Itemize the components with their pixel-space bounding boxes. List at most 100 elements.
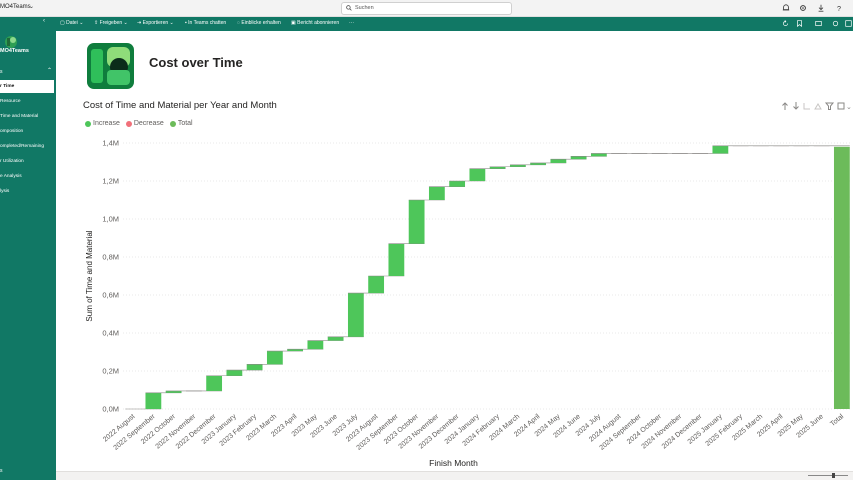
export-label: Exportieren xyxy=(142,20,169,26)
y-tick-label: 0,8M xyxy=(102,253,119,262)
refresh-icon[interactable] xyxy=(832,20,839,27)
expand-next-level-icon[interactable] xyxy=(803,103,810,110)
y-tick-label: 0,0M xyxy=(102,405,119,414)
waterfall-bar xyxy=(489,166,506,169)
waterfall-bar xyxy=(368,276,385,294)
waterfall-bar xyxy=(287,349,304,352)
file-menu[interactable]: ▢ Datei ⌄ xyxy=(60,20,84,26)
pages-section-label: s xyxy=(0,69,3,75)
waterfall-bar xyxy=(408,200,425,244)
subscribe-label: Bericht abonnieren xyxy=(297,20,340,26)
title-bar: MO4Teams ⌄ Suchen ? xyxy=(0,0,853,17)
legend-dot-total xyxy=(169,120,176,127)
y-tick-label: 0,4M xyxy=(102,329,119,338)
waterfall-bar xyxy=(590,153,607,157)
waterfall-bar xyxy=(449,181,466,187)
share-menu[interactable]: ⇪ Freigeben ⌄ xyxy=(94,20,128,26)
nav-item-resource[interactable]: Resource xyxy=(0,99,21,104)
status-bar xyxy=(56,471,853,480)
share-label: Freigeben xyxy=(99,20,123,26)
legend-dot-increase xyxy=(85,120,91,127)
legend-item-total[interactable]: Total xyxy=(169,120,193,127)
waterfall-bar xyxy=(570,156,587,160)
legend-label-increase: Increase xyxy=(93,120,120,127)
chart-legend: Increase Decrease Total xyxy=(85,120,193,127)
view-icon[interactable] xyxy=(815,20,822,27)
waterfall-bar xyxy=(347,293,364,337)
file-label: Datei xyxy=(66,20,78,26)
workspace-logo-icon xyxy=(5,36,17,48)
svg-text:⌄: ⌄ xyxy=(846,104,852,111)
visual-header-icons: ⌄ xyxy=(782,102,852,111)
report-logo xyxy=(87,43,134,89)
workspace-name: MO4Teams xyxy=(0,48,29,54)
report-canvas: Cost over Time Cost of Time and Material… xyxy=(56,31,853,471)
legend-label-decrease: Decrease xyxy=(133,120,164,127)
search-icon xyxy=(346,5,352,11)
more-options-icon[interactable]: ⌄ xyxy=(846,104,852,111)
insights-button[interactable]: ◌ Einblicke erhalten xyxy=(237,20,281,26)
y-tick-label: 1,2M xyxy=(102,177,119,186)
teams-chat-button[interactable]: ▪ In Teams chatten xyxy=(185,20,227,26)
zoom-slider-handle[interactable] xyxy=(832,473,835,478)
chevron-down-icon[interactable]: ⌄ xyxy=(29,4,35,10)
nav-item-utilization[interactable]: r Utilization xyxy=(0,159,24,164)
waterfall-bar xyxy=(226,370,243,376)
legend-item-increase[interactable]: Increase xyxy=(85,120,120,127)
y-tick-label: 1,4M xyxy=(102,139,119,148)
nav-item-cost-over-time[interactable]: r Time xyxy=(0,80,54,93)
waterfall-bar xyxy=(509,164,526,167)
reset-icon[interactable] xyxy=(782,20,789,27)
sidebar-bottom-label: s xyxy=(0,468,3,474)
filter-icon[interactable] xyxy=(824,102,835,110)
subscribe-button[interactable]: ▣ Bericht abonnieren xyxy=(291,20,340,26)
go-to-next-level-icon[interactable] xyxy=(814,103,822,110)
export-menu[interactable]: ⇥ Exportieren ⌄ xyxy=(137,20,174,26)
bookmark-icon[interactable] xyxy=(796,20,803,27)
insights-label: Einblicke erhalten xyxy=(241,20,281,26)
drill-down-icon[interactable] xyxy=(793,102,799,110)
x-tick-label: Total xyxy=(829,413,845,428)
nav-item-analysis[interactable]: e Analysis xyxy=(0,174,22,179)
waterfall-bar xyxy=(388,243,405,276)
waterfall-bar xyxy=(327,336,344,341)
app-name[interactable]: MO4Teams xyxy=(0,4,31,10)
waterfall-bar xyxy=(712,145,729,154)
waterfall-bar xyxy=(145,392,162,409)
collapse-sidebar-icon[interactable]: ‹ xyxy=(43,18,45,24)
bell-icon[interactable] xyxy=(782,4,790,12)
report-pages-sidebar: ‹ MO4Teams s ⌃ r Time Resource Time and … xyxy=(0,18,56,480)
waterfall-bar xyxy=(469,168,486,181)
focus-mode-icon[interactable] xyxy=(837,102,845,110)
nav-item-lysis[interactable]: lysis xyxy=(0,189,10,194)
search-placeholder: Suchen xyxy=(355,5,374,11)
nav-item-time-and-material[interactable]: Time and Material xyxy=(0,114,39,119)
zoom-slider[interactable] xyxy=(808,475,848,476)
more-icon[interactable] xyxy=(845,20,852,27)
visual-title: Cost of Time and Material per Year and M… xyxy=(83,100,277,111)
more-options-button[interactable]: ··· xyxy=(349,20,354,26)
search-input[interactable]: Suchen xyxy=(341,2,512,15)
help-icon[interactable]: ? xyxy=(835,4,843,12)
chevron-up-icon[interactable]: ⌃ xyxy=(47,68,53,74)
y-axis-title: Sum of Time and Material xyxy=(85,230,94,321)
waterfall-bar xyxy=(246,364,263,371)
waterfall-chart: 0,0M 0,2M 0,4M 0,6M 0,8M 1,0M 1,2M 1,4M Sum of T… xyxy=(85,139,852,468)
waterfall-bar xyxy=(307,340,324,350)
waterfall-bar xyxy=(550,159,567,163)
download-icon[interactable] xyxy=(817,4,825,12)
legend-dot-decrease xyxy=(125,120,132,127)
waterfall-bar xyxy=(165,390,182,393)
gear-icon[interactable] xyxy=(799,4,807,12)
command-bar: ▢ Datei ⌄ ⇪ Freigeben ⌄ ⇥ Exportieren ⌄ … xyxy=(0,17,853,31)
total-bar xyxy=(833,146,850,410)
nav-item-composition[interactable]: omposition xyxy=(0,129,24,134)
waterfall-bar xyxy=(266,351,283,365)
waterfall-bar xyxy=(206,375,223,391)
drill-up-icon[interactable] xyxy=(782,102,788,110)
nav-item-completed-remaining[interactable]: ompleted/Remaining xyxy=(0,144,44,149)
y-tick-label: 0,2M xyxy=(102,367,119,376)
x-axis-title: Finish Month xyxy=(429,458,478,468)
page-title: Cost over Time xyxy=(149,55,243,70)
legend-item-decrease[interactable]: Decrease xyxy=(125,120,164,127)
